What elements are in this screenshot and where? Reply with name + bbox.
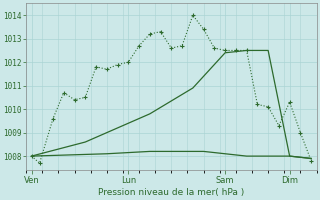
X-axis label: Pression niveau de la mer( hPa ): Pression niveau de la mer( hPa ): [98, 188, 244, 197]
